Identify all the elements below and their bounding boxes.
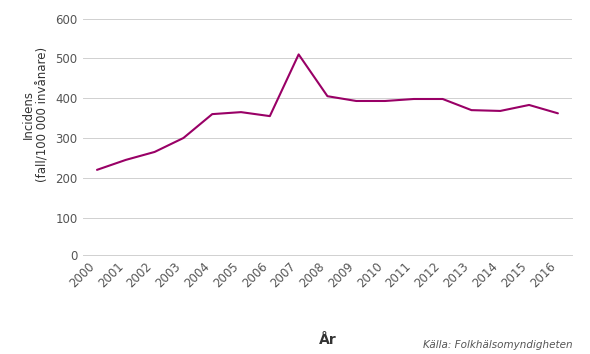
Y-axis label: Incidens
(fall/100 000 invånare): Incidens (fall/100 000 invånare) (22, 47, 50, 182)
Text: Källa: Folkhälsomyndigheten: Källa: Folkhälsomyndigheten (422, 341, 572, 350)
Text: År: År (319, 333, 336, 347)
